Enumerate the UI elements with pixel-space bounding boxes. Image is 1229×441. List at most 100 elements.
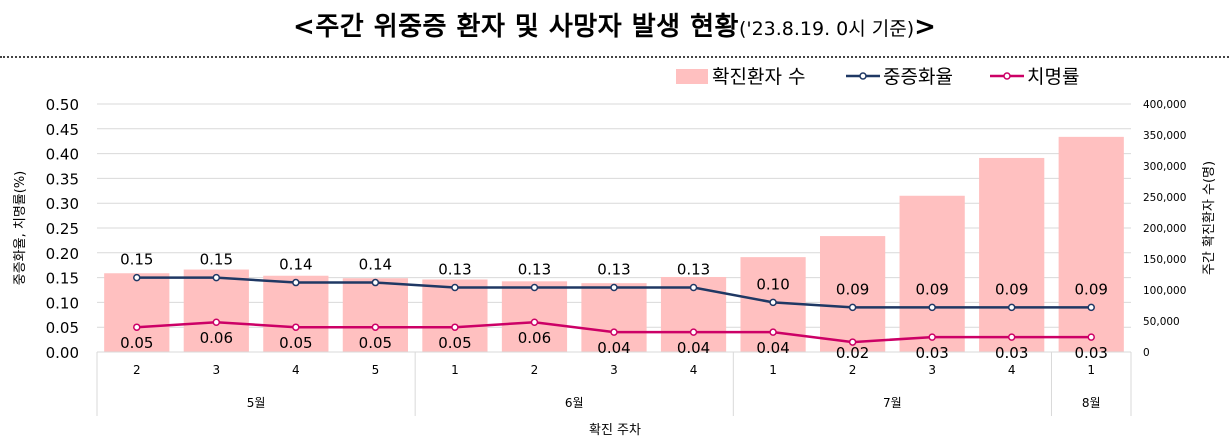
y-right-tick-label: 250,000 [1143, 192, 1186, 204]
title-divider [0, 56, 1229, 58]
data-label-severity-rate: 0.13 [518, 261, 551, 279]
bar-confirmed-cases [104, 273, 170, 352]
y-left-axis-title: 중증화율, 치명률(%) [13, 171, 28, 285]
title-close: > [914, 12, 936, 42]
x-tick-label: 4 [690, 363, 698, 377]
x-tick-label: 3 [928, 363, 936, 377]
data-label-fatality-rate: 0.05 [279, 334, 312, 352]
y-left-tick-label: 0.05 [46, 319, 79, 337]
point-fatality-rate [212, 318, 221, 326]
point-severity-rate [1007, 303, 1016, 312]
data-label-fatality-rate: 0.04 [597, 339, 630, 357]
title-main: <주간 위중증 환자 및 사망자 발생 현황 [293, 12, 739, 42]
data-label-fatality-rate: 0.03 [1075, 344, 1108, 362]
data-label-severity-rate: 0.13 [677, 261, 710, 279]
y-left-tick-label: 0.00 [46, 344, 79, 362]
point-severity-rate [689, 283, 698, 292]
point-severity-rate [530, 283, 539, 292]
x-group-label: 8월 [1082, 396, 1101, 410]
x-tick-label: 2 [531, 363, 539, 377]
bar-confirmed-cases [422, 279, 488, 352]
data-label-fatality-rate: 0.04 [756, 339, 789, 357]
x-tick-label: 1 [769, 363, 777, 377]
x-axis-title: 확진 주차 [589, 423, 641, 438]
data-label-fatality-rate: 0.06 [200, 329, 233, 347]
point-fatality-rate [133, 323, 141, 331]
point-fatality-rate [451, 323, 459, 331]
legend-label-severity-rate: 중증화율 [883, 66, 953, 88]
y-right-tick-label: 50,000 [1143, 316, 1180, 328]
data-label-severity-rate: 0.09 [915, 280, 948, 298]
point-severity-rate [371, 278, 380, 287]
point-fatality-rate [610, 328, 618, 336]
x-tick-label: 2 [133, 363, 141, 377]
y-right-tick-label: 200,000 [1143, 223, 1186, 235]
y-left-tick-label: 0.35 [46, 170, 79, 188]
data-label-severity-rate: 0.13 [597, 261, 630, 279]
data-label-severity-rate: 0.15 [120, 251, 153, 269]
data-label-fatality-rate: 0.04 [677, 339, 710, 357]
bar-confirmed-cases [899, 195, 965, 352]
data-label-severity-rate: 0.14 [359, 256, 392, 274]
y-left-tick-label: 0.45 [46, 121, 79, 139]
y-right-tick-label: 100,000 [1143, 285, 1186, 297]
point-severity-rate [133, 273, 141, 282]
data-label-fatality-rate: 0.03 [915, 344, 948, 362]
bar-confirmed-cases [1058, 136, 1124, 352]
bar-confirmed-cases [581, 283, 647, 352]
data-label-severity-rate: 0.09 [836, 280, 869, 298]
data-label-fatality-rate: 0.05 [359, 334, 392, 352]
title-date: ('23.8.19. 0시 기준) [738, 18, 915, 40]
point-fatality-rate [530, 318, 539, 326]
data-label-fatality-rate: 0.03 [995, 344, 1028, 362]
bar-confirmed-cases [263, 275, 329, 352]
x-tick-label: 4 [292, 363, 300, 377]
point-severity-rate [928, 303, 936, 312]
point-severity-rate [848, 303, 857, 312]
x-tick-label: 3 [610, 363, 618, 377]
legend-marker-fatality-rate [1003, 72, 1011, 80]
y-right-axis-title: 주간 확진환자 수(명) [1202, 161, 1217, 275]
x-tick-label: 4 [1008, 363, 1016, 377]
data-label-fatality-rate: 0.02 [836, 344, 869, 362]
point-severity-rate [212, 273, 221, 282]
x-tick-label: 1 [1087, 363, 1095, 377]
data-label-severity-rate: 0.15 [200, 251, 233, 269]
point-fatality-rate [371, 323, 380, 331]
point-severity-rate [610, 283, 618, 292]
y-left-tick-label: 0.50 [46, 96, 79, 114]
point-fatality-rate [928, 333, 936, 341]
point-fatality-rate [689, 328, 698, 336]
point-severity-rate [292, 278, 300, 287]
y-left-tick-label: 0.30 [46, 195, 79, 213]
x-tick-label: 2 [849, 363, 857, 377]
point-severity-rate [1087, 303, 1095, 312]
x-group-label: 6월 [565, 396, 584, 410]
bar-confirmed-cases [501, 281, 568, 352]
x-tick-label: 5 [372, 363, 380, 377]
y-left-tick-label: 0.15 [46, 270, 79, 288]
y-left-tick-label: 0.40 [46, 146, 79, 164]
y-left-tick-label: 0.25 [46, 220, 79, 238]
point-fatality-rate [1087, 333, 1095, 341]
legend-label-fatality-rate: 치명률 [1027, 66, 1079, 88]
legend-swatch-confirmed-cases [676, 69, 708, 84]
y-right-tick-label: 0 [1143, 347, 1150, 359]
data-label-fatality-rate: 0.06 [518, 329, 551, 347]
bar-confirmed-cases [342, 278, 408, 352]
point-fatality-rate [1007, 333, 1016, 341]
bar-confirmed-cases [820, 236, 886, 352]
point-fatality-rate [292, 323, 300, 331]
point-fatality-rate [848, 338, 857, 346]
point-fatality-rate [769, 328, 777, 336]
point-severity-rate [769, 298, 777, 307]
y-right-tick-label: 400,000 [1143, 99, 1186, 111]
x-group-label: 5월 [247, 396, 266, 410]
data-label-severity-rate: 0.10 [756, 275, 789, 293]
legend-label-confirmed-cases: 확진환자 수 [712, 66, 805, 88]
x-group-label: 7월 [883, 396, 902, 410]
legend-marker-severity-rate [859, 72, 867, 80]
data-label-fatality-rate: 0.05 [120, 334, 153, 352]
data-label-severity-rate: 0.14 [279, 256, 312, 274]
bar-confirmed-cases [979, 157, 1045, 352]
